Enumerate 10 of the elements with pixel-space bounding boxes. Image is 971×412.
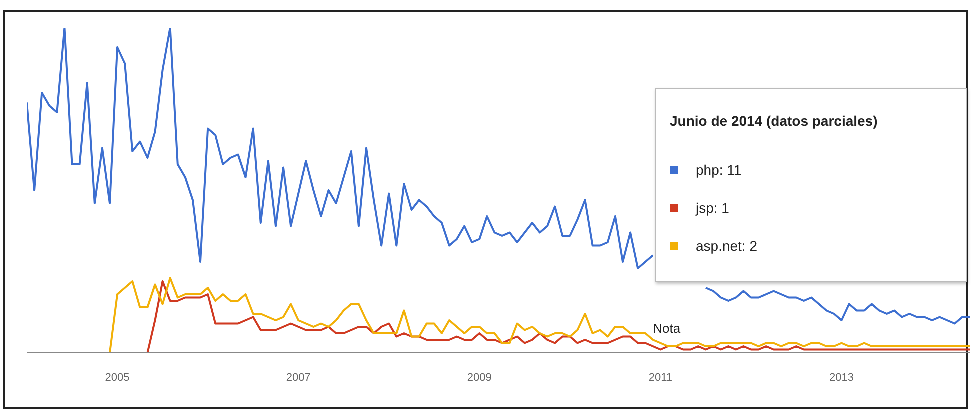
x-tick-label: 2011	[648, 372, 673, 384]
x-tick-label: 2009	[467, 372, 492, 384]
annotation: asp.net: 2	[696, 238, 758, 254]
annotation: Nota	[653, 320, 681, 336]
x-tick-label: 2005	[105, 372, 130, 384]
annotation: php: 11	[696, 162, 742, 178]
annotation: Junio de 2014 (datos parciales)	[670, 113, 879, 129]
x-tick-label: 2007	[286, 372, 311, 384]
annotation: jsp: 1	[696, 200, 730, 216]
x-tick-label: 2013	[830, 372, 854, 384]
